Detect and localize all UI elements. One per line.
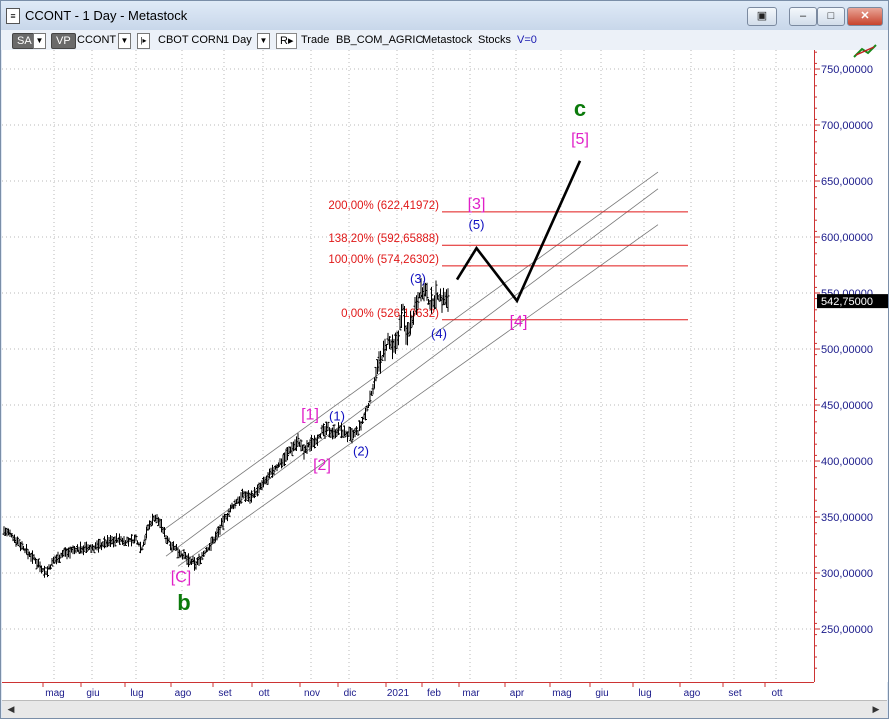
app-label: Metastock bbox=[422, 34, 473, 46]
date-tick-label: giu bbox=[595, 688, 608, 699]
date-tick-label: nov bbox=[304, 688, 320, 699]
date-tick-label: ago bbox=[175, 688, 192, 699]
wave-label: [2] bbox=[313, 457, 331, 474]
channel-line bbox=[177, 224, 659, 567]
type-label: Stocks bbox=[478, 34, 512, 46]
periodicity-label[interactable]: 1 Day bbox=[223, 34, 252, 46]
date-tick-label: giu bbox=[86, 688, 99, 699]
wave-label: b bbox=[177, 590, 190, 615]
mode-label: Trade bbox=[301, 34, 330, 46]
scroll-right-icon[interactable]: ▶ bbox=[872, 704, 880, 714]
symbol-dropdown-icon[interactable]: ▼ bbox=[118, 33, 131, 49]
price-tick-label: 750,00000 bbox=[821, 64, 873, 76]
close-icon[interactable]: ✕ bbox=[847, 7, 883, 26]
price-tick-label: 650,00000 bbox=[821, 176, 873, 188]
horizontal-scrollbar[interactable]: ◀ ▶ bbox=[2, 700, 887, 718]
line-tools-icon[interactable] bbox=[852, 43, 878, 59]
source-label: BB_COM_AGRIC bbox=[336, 34, 424, 46]
wave-label: [4] bbox=[510, 314, 528, 331]
wave-label: c bbox=[574, 96, 586, 121]
price-tick-label: 300,00000 bbox=[821, 568, 873, 580]
price-chart-area[interactable]: 200,00% (622,41972) 138,20% (592,65888) 10… bbox=[2, 50, 814, 682]
date-tick-label: 2021 bbox=[387, 688, 410, 699]
minimize-icon[interactable]: – bbox=[789, 7, 817, 26]
projection-path bbox=[455, 160, 582, 304]
r-button[interactable]: R▸ bbox=[276, 33, 298, 49]
price-axis[interactable]: 250,00000 300,00000 350,00000 400,00000 450,… bbox=[814, 40, 888, 682]
wave-label: [5] bbox=[571, 131, 589, 148]
date-axis-svg: mag giu lug ago set ott nov dic 2021 feb mar apr mag… bbox=[42, 683, 783, 699]
date-tick-label: set bbox=[218, 688, 232, 699]
date-tick-label: mag bbox=[552, 688, 571, 699]
price-tick-label: 500,00000 bbox=[821, 344, 873, 356]
date-tick-label: set bbox=[728, 688, 742, 699]
volume-label: V=0 bbox=[517, 34, 537, 46]
date-tick-label: ott bbox=[771, 688, 782, 699]
price-tick-label: 600,00000 bbox=[821, 232, 873, 244]
wave-label: (5) bbox=[469, 217, 485, 232]
date-tick-label: apr bbox=[510, 688, 525, 699]
date-tick-label: mag bbox=[45, 688, 64, 699]
wave-label: [1] bbox=[301, 407, 319, 424]
wave-label: (4) bbox=[431, 326, 447, 341]
channel-line bbox=[165, 171, 659, 529]
price-tick-label: 400,00000 bbox=[821, 456, 873, 468]
fib-level-label: 100,00% (574,26302) bbox=[328, 254, 439, 266]
price-tick-label: 250,00000 bbox=[821, 624, 873, 636]
scroll-left-icon[interactable]: ◀ bbox=[7, 704, 15, 714]
metastock-app-icon[interactable]: ≡ bbox=[6, 8, 20, 24]
window-title: CCONT - 1 Day - Metastock bbox=[25, 8, 188, 23]
wave-label: (1) bbox=[329, 409, 345, 424]
date-tick-label: ago bbox=[684, 688, 701, 699]
vp-button[interactable]: VP bbox=[51, 33, 76, 49]
price-tick-label: 700,00000 bbox=[821, 120, 873, 132]
price-chart-svg[interactable]: 200,00% (622,41972) 138,20% (592,65888) 10… bbox=[2, 50, 814, 682]
wave-label: (2) bbox=[353, 443, 369, 458]
price-axis-svg: 250,00000 300,00000 350,00000 400,00000 450,… bbox=[815, 40, 888, 669]
wave-label: (3) bbox=[410, 271, 426, 286]
axis-corner bbox=[814, 682, 887, 700]
date-tick-label: ott bbox=[258, 688, 269, 699]
last-price-marker bbox=[817, 294, 888, 309]
chart-toolbar: SA ▼ VP CCONT ▼ |▸ CBOT CORN 1 Day ▼ R▸ … bbox=[1, 30, 888, 50]
price-tick-label: 450,00000 bbox=[821, 400, 873, 412]
date-tick-label: mar bbox=[462, 688, 480, 699]
maximize-icon[interactable]: □ bbox=[817, 7, 845, 26]
date-tick-label: feb bbox=[427, 688, 441, 699]
sa-dropdown-icon[interactable]: ▼ bbox=[33, 33, 46, 49]
symbol-label[interactable]: CCONT bbox=[77, 34, 117, 46]
wave-label: [3] bbox=[468, 196, 486, 213]
wave-label: [C] bbox=[171, 569, 191, 586]
fib-level-label: 200,00% (622,41972) bbox=[328, 200, 439, 212]
title-bar[interactable]: ≡ CCONT - 1 Day - Metastock ▣ – □ ✕ bbox=[1, 1, 888, 30]
price-tick-label: 350,00000 bbox=[821, 512, 873, 524]
date-tick-label: lug bbox=[130, 688, 143, 699]
date-axis[interactable]: mag giu lug ago set ott nov dic 2021 feb mar apr mag… bbox=[2, 682, 814, 701]
security-name: CBOT CORN bbox=[158, 34, 224, 46]
fib-level-label: 0,00% (526,10632) bbox=[341, 308, 439, 320]
date-tick-label: dic bbox=[344, 688, 357, 699]
periodicity-dropdown-icon[interactable]: ▼ bbox=[257, 33, 270, 49]
last-price-label: 542,75000 bbox=[821, 296, 873, 308]
r-label: R bbox=[280, 35, 288, 47]
restore-icon[interactable]: ▣ bbox=[747, 7, 777, 26]
date-tick-label: lug bbox=[638, 688, 651, 699]
fib-level-label: 138,20% (592,65888) bbox=[328, 233, 439, 245]
indicator-icon[interactable]: |▸ bbox=[137, 33, 150, 49]
